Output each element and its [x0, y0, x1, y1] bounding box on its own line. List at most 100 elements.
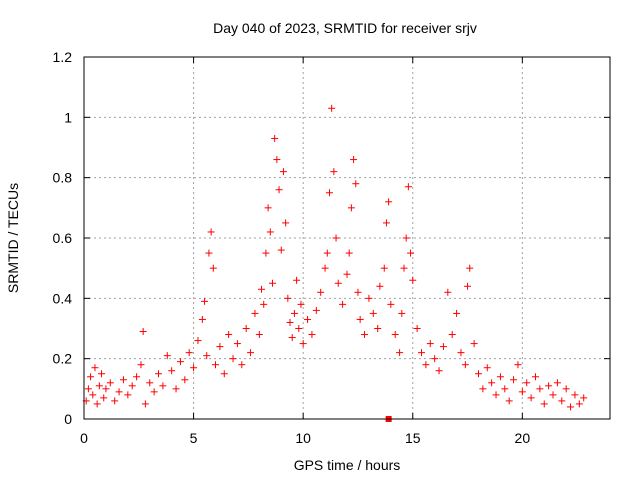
data-point: [141, 400, 149, 408]
data-point: [365, 294, 373, 302]
x-tick-label: 10: [295, 430, 311, 446]
data-point: [150, 388, 158, 396]
data-point: [385, 198, 393, 206]
data-point: [115, 388, 123, 396]
data-point: [194, 337, 202, 345]
data-point: [93, 400, 101, 408]
data-point: [479, 385, 487, 393]
data-point: [350, 156, 358, 164]
data-point: [242, 325, 250, 332]
data-point: [398, 309, 406, 317]
data-point: [205, 249, 213, 257]
data-point: [323, 249, 331, 257]
y-tick-label: 0.8: [53, 170, 73, 186]
data-point: [212, 361, 219, 369]
data-point: [198, 315, 206, 323]
data-point: [448, 331, 456, 339]
data-point: [293, 276, 301, 284]
data-point: [271, 134, 279, 142]
data-point: [209, 264, 217, 272]
data-point: [376, 282, 384, 290]
data-point: [562, 385, 570, 393]
data-point: [518, 388, 526, 396]
data-point: [181, 376, 189, 384]
data-point: [527, 394, 535, 402]
data-point: [137, 361, 145, 369]
data-point: [251, 309, 259, 317]
data-point: [402, 234, 410, 242]
data-point: [124, 391, 132, 399]
data-point: [334, 279, 342, 287]
data-point: [426, 340, 434, 348]
data-point: [172, 385, 180, 393]
data-point: [155, 370, 163, 378]
data-point: [264, 204, 272, 212]
data-point: [380, 264, 388, 272]
data-point: [258, 285, 266, 293]
data-point: [345, 249, 353, 257]
data-point: [328, 104, 336, 112]
data-point: [317, 288, 325, 296]
data-point: [98, 370, 106, 378]
data-point: [266, 228, 274, 236]
data-point: [374, 325, 382, 332]
data-point: [102, 385, 110, 393]
data-point: [540, 400, 548, 408]
data-point: [444, 288, 452, 296]
data-point: [297, 300, 305, 308]
data-point: [523, 379, 531, 387]
data-point: [431, 355, 439, 363]
data-point: [391, 331, 399, 339]
data-point: [229, 355, 237, 363]
data-point: [407, 249, 415, 257]
data-point: [273, 156, 281, 164]
data-point: [139, 328, 147, 336]
data-point: [464, 282, 472, 290]
data-point: [339, 300, 347, 308]
data-point: [347, 204, 355, 212]
data-point: [580, 394, 588, 402]
data-point: [84, 385, 92, 393]
data-point: [176, 358, 184, 366]
data-point: [111, 397, 119, 405]
data-point: [387, 300, 395, 308]
data-point: [282, 219, 290, 227]
data-point: [409, 276, 417, 284]
data-point: [225, 331, 233, 339]
data-point: [321, 264, 329, 272]
data-point: [567, 403, 575, 411]
data-point: [247, 349, 255, 357]
data-point: [418, 349, 426, 357]
data-points: [82, 104, 588, 422]
data-point: [553, 379, 561, 387]
data-point: [332, 234, 340, 242]
data-point: [435, 367, 443, 375]
data-point: [288, 334, 296, 342]
data-point: [304, 315, 312, 323]
y-tick-label: 0.6: [53, 230, 73, 246]
data-point: [100, 394, 108, 402]
data-point: [483, 364, 491, 372]
data-point: [262, 249, 270, 257]
data-point: [159, 382, 167, 390]
chart-title: Day 040 of 2023, SRMTID for receiver srj…: [213, 20, 477, 36]
data-point: [496, 373, 504, 381]
data-point: [356, 315, 364, 323]
data-point: [95, 382, 103, 390]
data-point: [413, 325, 421, 332]
data-point: [106, 379, 114, 387]
data-point: [233, 340, 241, 348]
y-tick-label: 1.2: [53, 49, 73, 65]
x-tick-label: 15: [405, 430, 421, 446]
data-point: [492, 391, 500, 399]
data-point: [453, 309, 461, 317]
data-point: [354, 288, 362, 296]
data-point: [369, 309, 377, 317]
data-point: [439, 343, 447, 351]
data-point: [501, 385, 509, 393]
data-point: [163, 352, 171, 360]
data-point: [545, 382, 553, 390]
data-point: [466, 264, 474, 272]
y-tick-label: 0: [64, 411, 72, 427]
data-point: [330, 168, 338, 176]
